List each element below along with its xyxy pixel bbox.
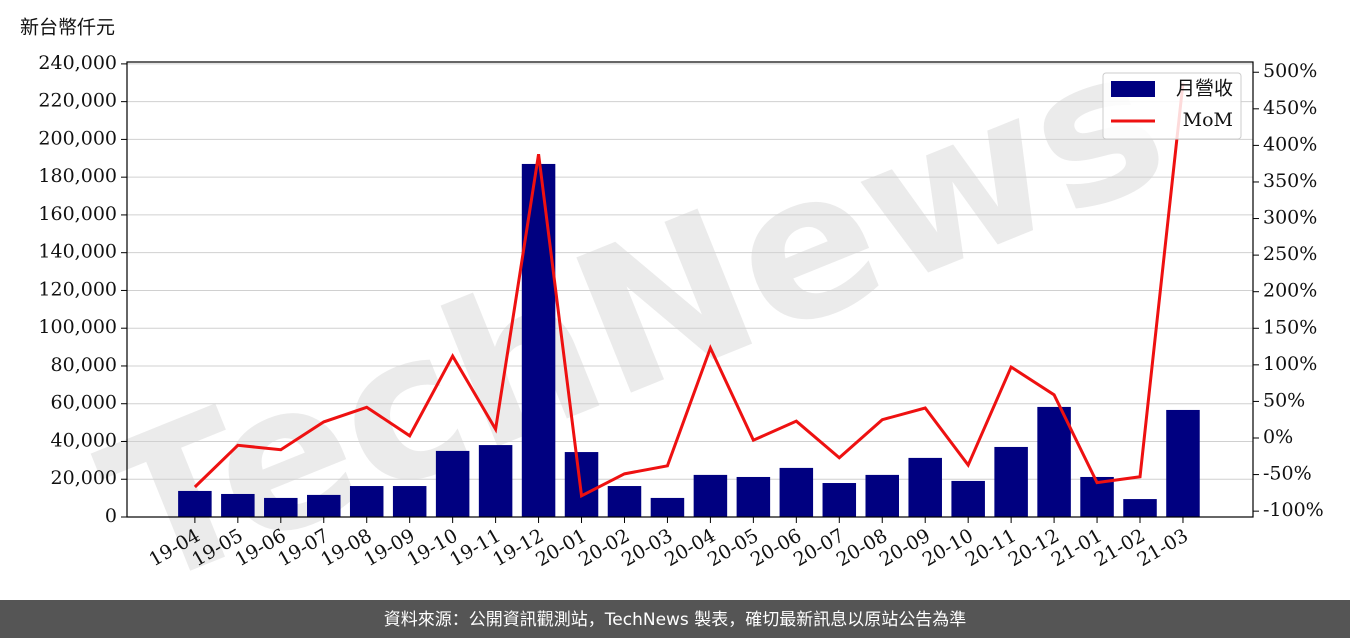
bar — [736, 476, 771, 517]
bar — [779, 467, 814, 517]
legend-label: MoM — [1183, 109, 1233, 131]
bar — [908, 457, 942, 517]
y-tick-label: 200,000 — [38, 127, 117, 149]
legend-swatch — [1111, 81, 1155, 97]
line — [193, 83, 1185, 499]
y2-tick-label: 50% — [1263, 389, 1305, 411]
bar — [435, 450, 470, 517]
bar — [822, 483, 857, 517]
y-tick-label: 100,000 — [38, 316, 117, 338]
bar — [607, 486, 642, 517]
y2-tick-label: 350% — [1263, 170, 1317, 192]
plot-frame — [126, 61, 1254, 518]
y2-tick-label: -50% — [1263, 463, 1312, 485]
y2-tick-label: 200% — [1263, 280, 1317, 302]
bar — [221, 493, 255, 517]
y-tick-label: 60,000 — [51, 392, 117, 414]
bar — [865, 474, 900, 517]
y2-tick-label: 400% — [1263, 133, 1317, 155]
bar — [994, 446, 1028, 517]
footer-bar — [0, 600, 1350, 638]
bar — [478, 445, 513, 517]
y2-tick-label: 150% — [1263, 316, 1317, 338]
y2-tick-label: 100% — [1263, 353, 1317, 375]
bar — [1037, 406, 1071, 517]
y-tick-label: 140,000 — [38, 241, 117, 263]
bar — [1166, 409, 1200, 517]
bar — [951, 480, 985, 517]
y-tick-label: 240,000 — [38, 52, 117, 74]
y-tick-label: 180,000 — [38, 165, 117, 187]
bar — [392, 486, 427, 517]
legend-label: 月營收 — [1176, 78, 1233, 100]
bar — [178, 490, 212, 517]
y-tick-label: 220,000 — [38, 90, 117, 112]
bar — [1123, 499, 1157, 517]
bar — [521, 163, 556, 518]
bar — [264, 497, 298, 517]
y-tick-label: 20,000 — [51, 467, 117, 489]
x-tick-label: 21-03 — [1134, 525, 1192, 571]
bar — [693, 474, 728, 517]
y-tick-label: 0 — [105, 505, 117, 527]
y2-tick-label: 500% — [1263, 60, 1317, 82]
y2-tick-label: 0% — [1263, 426, 1293, 448]
footer-text: 資料來源：公開資訊觀測站，TechNews 製表，確切最新訊息以原站公告為準 — [384, 610, 966, 630]
y2-tick-label: 450% — [1263, 97, 1317, 119]
y-tick-label: 40,000 — [51, 429, 117, 451]
y-tick-label: 120,000 — [38, 278, 117, 300]
y2-tick-label: 250% — [1263, 243, 1317, 265]
y2-tick-label: -100% — [1263, 499, 1324, 521]
y-tick-label: 80,000 — [51, 354, 117, 376]
bar — [349, 486, 384, 517]
bar — [650, 497, 685, 517]
y-tick-label: 160,000 — [38, 203, 117, 225]
bar — [307, 494, 341, 517]
y-axis-unit: 新台幣仟元 — [20, 17, 115, 39]
y2-tick-label: 300% — [1263, 207, 1317, 229]
